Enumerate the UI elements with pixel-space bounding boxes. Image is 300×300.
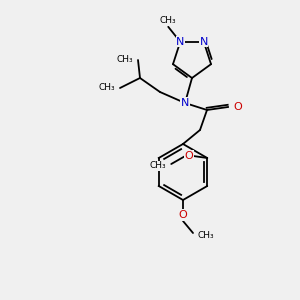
- Text: CH₃: CH₃: [150, 161, 166, 170]
- Text: N: N: [200, 37, 208, 47]
- Text: CH₃: CH₃: [197, 232, 214, 241]
- Text: O: O: [178, 210, 188, 220]
- Text: CH₃: CH₃: [98, 83, 115, 92]
- Text: N: N: [181, 98, 189, 108]
- Text: CH₃: CH₃: [116, 56, 133, 64]
- Text: N: N: [176, 37, 184, 47]
- Text: O: O: [233, 102, 242, 112]
- Text: CH₃: CH₃: [160, 16, 177, 25]
- Text: O: O: [185, 151, 194, 161]
